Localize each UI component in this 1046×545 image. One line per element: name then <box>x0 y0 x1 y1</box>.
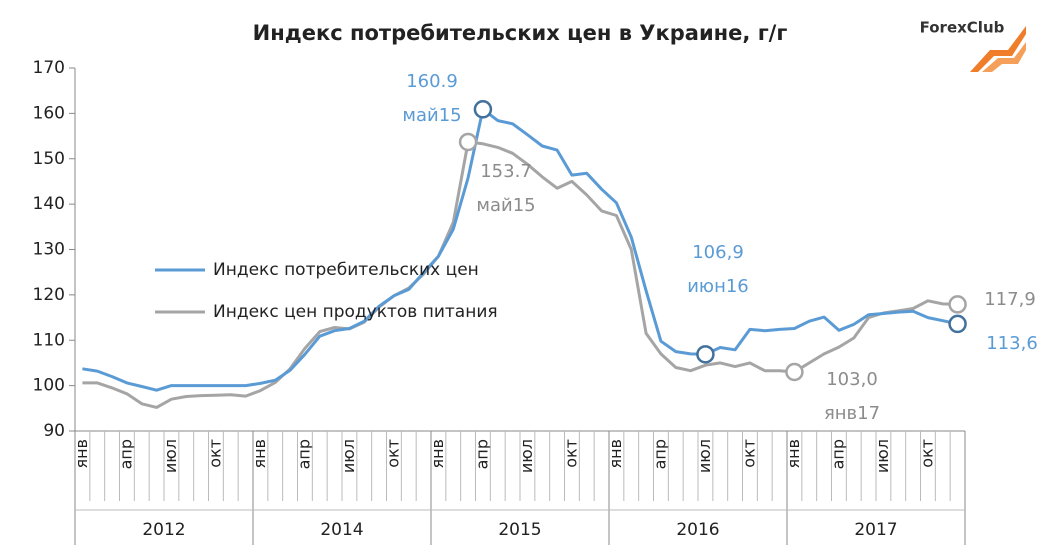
point-marker <box>785 362 804 382</box>
x-tick-label: окт <box>205 439 224 468</box>
group-label: 2017 <box>854 520 897 540</box>
logo-icon <box>970 26 1026 72</box>
y-tick-label: 110 <box>33 330 65 350</box>
logo-icon <box>982 42 1026 72</box>
annotation: 153.7 <box>480 161 532 182</box>
x-tick-label: янв <box>606 439 625 469</box>
legend-label: Индекс потребительских цен <box>213 260 479 280</box>
annotation: янв17 <box>824 403 880 424</box>
x-tick-label: янв <box>428 439 447 469</box>
group-label: 2014 <box>320 520 363 540</box>
x-tick-label: янв <box>72 439 91 469</box>
annotation: июн16 <box>687 276 749 297</box>
y-tick-label: 100 <box>33 376 65 396</box>
y-tick-label: 120 <box>33 285 65 305</box>
point-marker <box>948 295 967 314</box>
annotation: май15 <box>402 105 461 126</box>
annotation: 106,9 <box>692 242 744 263</box>
annotation: 160.9 <box>406 71 458 92</box>
y-tick-label: 170 <box>33 58 65 78</box>
point-marker <box>948 314 967 334</box>
x-tick-label: июл <box>873 439 892 473</box>
x-tick-label: апр <box>828 439 847 469</box>
x-tick-label: окт <box>383 439 402 468</box>
chart-title: Индекс потребительских цен в Украине, г/… <box>253 21 788 45</box>
x-tick-label: окт <box>561 439 580 468</box>
group-label: 2015 <box>498 520 541 540</box>
x-tick-label: июл <box>161 439 180 473</box>
logo: ForexClub <box>908 8 1028 74</box>
x-tick-label: июл <box>517 439 536 473</box>
annotation: май15 <box>476 195 535 216</box>
x-tick-label: янв <box>250 439 269 469</box>
y-tick-label: 150 <box>33 149 65 169</box>
y-tick-label: 130 <box>33 240 65 260</box>
group-label: 2012 <box>142 520 185 540</box>
y-tick-label: 140 <box>33 194 65 214</box>
x-tick-label: июл <box>339 439 358 473</box>
series-line <box>82 140 958 409</box>
point-marker <box>696 345 715 364</box>
annotation: 113,6 <box>986 333 1038 354</box>
logo-text: ForexClub <box>920 19 1005 37</box>
x-tick-label: апр <box>116 439 135 469</box>
y-tick-label: 160 <box>33 103 65 123</box>
x-tick-label: апр <box>294 439 313 469</box>
legend-label: Индекс цен продуктов питания <box>213 302 498 322</box>
x-tick-label: апр <box>472 439 491 469</box>
x-tick-label: июл <box>695 439 714 473</box>
series-line <box>82 107 958 392</box>
annotation: 117,9 <box>984 289 1036 310</box>
point-marker <box>473 100 493 119</box>
group-label: 2016 <box>676 520 719 540</box>
point-marker <box>458 132 478 152</box>
x-tick-label: апр <box>650 439 669 469</box>
annotation: 103,0 <box>826 369 878 390</box>
x-tick-label: янв <box>784 439 803 469</box>
x-tick-label: окт <box>917 439 936 468</box>
x-tick-label: окт <box>739 439 758 468</box>
y-tick-label: 90 <box>43 421 65 441</box>
